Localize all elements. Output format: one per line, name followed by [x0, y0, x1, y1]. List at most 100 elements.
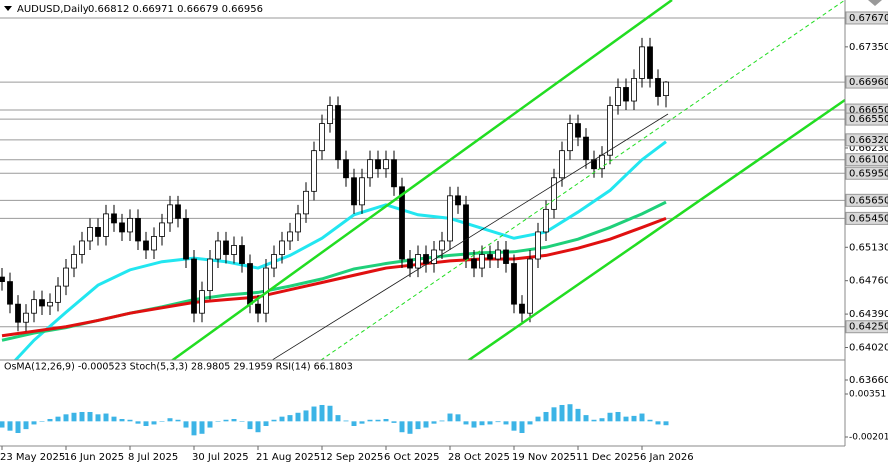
candle-body — [407, 258, 413, 269]
level-label: 0.66320 — [849, 135, 888, 146]
x-tick-label: 23 May 2025 — [0, 452, 65, 463]
candle-body — [303, 190, 309, 215]
candle-body — [495, 249, 501, 260]
osma-bar — [551, 407, 557, 422]
osma-bar — [103, 413, 109, 422]
candle-body — [455, 195, 461, 206]
candle-body — [439, 240, 445, 251]
candle-body — [311, 150, 317, 192]
osma-bar — [375, 419, 381, 422]
x-tick-label: 11 Dec 2025 — [576, 452, 640, 463]
osma-bar — [567, 404, 573, 422]
candle-body — [175, 204, 181, 219]
candle-body — [159, 222, 165, 237]
level-label: 0.65450 — [849, 213, 888, 224]
level-label: 0.65950 — [849, 168, 888, 179]
osma-bar — [647, 419, 653, 422]
candle-body — [503, 249, 509, 264]
osma-bar — [399, 421, 405, 433]
osma-bar — [279, 416, 285, 422]
level-label: 0.66650 — [849, 105, 888, 116]
symbol-title: AUDUSD,Daily — [17, 4, 89, 15]
menu-icon[interactable] — [4, 6, 12, 11]
osma-bar — [359, 421, 365, 424]
x-tick-label: 19 Nov 2025 — [512, 452, 576, 463]
osma-bar — [303, 410, 309, 422]
osma-bar — [535, 416, 541, 422]
level-label: 0.64250 — [849, 322, 888, 333]
osma-bar — [631, 415, 637, 422]
candle-body — [207, 258, 213, 292]
osma-bar — [663, 421, 669, 426]
candle-body — [223, 240, 229, 255]
level-label-box — [845, 75, 888, 89]
candle-body — [87, 227, 93, 242]
candle-body — [7, 281, 13, 305]
price-header: 0.66812 0.66971 0.66679 0.66956 — [88, 4, 263, 15]
level-label-box — [845, 193, 888, 207]
osma-bar — [231, 418, 237, 422]
candle-body — [199, 290, 205, 314]
osma-bar — [543, 411, 549, 422]
osma-bar — [335, 415, 341, 422]
y-tick-label: 0.00351 — [849, 390, 886, 400]
osma-bar — [183, 421, 189, 428]
channel-lower — [439, 98, 846, 382]
y-tick-label: -0.002012 — [849, 432, 888, 442]
osma-bar — [319, 404, 325, 422]
candle-body — [519, 303, 525, 314]
candle-body — [375, 159, 381, 170]
candle-body — [527, 258, 533, 314]
level-label-box — [845, 166, 888, 180]
level-label: 0.66550 — [849, 114, 888, 125]
scroll-icon[interactable] — [868, 0, 882, 6]
candle-body — [231, 245, 237, 255]
candle-body — [647, 46, 653, 79]
osma-bar — [135, 421, 141, 424]
candle-body — [535, 231, 541, 260]
level-label-box — [845, 320, 888, 334]
osma-bar — [591, 419, 597, 422]
osma-bar — [143, 421, 149, 426]
candle-body — [607, 105, 613, 156]
y-tick-label: 0.66230 — [849, 143, 888, 154]
candle-body — [135, 217, 141, 242]
osma-bar — [455, 414, 461, 422]
candle-body — [143, 240, 149, 251]
x-tick-label: 6 Jan 2026 — [640, 452, 694, 463]
candle-body — [391, 159, 397, 188]
osma-bar — [391, 421, 397, 423]
osma-bar — [351, 421, 357, 426]
x-tick-label: 16 Jun 2025 — [64, 452, 124, 463]
osma-bar — [199, 421, 205, 434]
y-tick-label: 0.65130 — [849, 242, 888, 253]
osma-bar — [407, 421, 413, 434]
candle-body — [583, 136, 589, 161]
moving-average-line — [0, 140, 667, 376]
candle-body — [287, 231, 293, 242]
osma-bar — [367, 419, 373, 422]
osma-bar — [71, 412, 77, 422]
indicator-panel — [0, 360, 845, 446]
osma-bar — [447, 413, 453, 422]
osma-bar — [423, 421, 429, 428]
candle-body — [471, 258, 477, 269]
candle-body — [631, 78, 637, 102]
candle-body — [335, 105, 341, 161]
candle-body — [63, 267, 69, 287]
candle-body — [343, 159, 349, 179]
candle-body — [479, 254, 485, 269]
osma-bar — [503, 421, 509, 425]
candle-body — [543, 208, 549, 233]
candle-body — [191, 258, 197, 314]
candle-body — [327, 105, 333, 124]
osma-bar — [479, 421, 485, 426]
candle-body — [151, 236, 157, 251]
candle-body — [655, 78, 661, 97]
candle-body — [103, 213, 109, 237]
candle-body — [55, 285, 61, 303]
osma-bar — [223, 419, 229, 422]
osma-bar — [487, 421, 493, 425]
osma-bar — [31, 421, 37, 425]
osma-bar — [95, 414, 101, 422]
